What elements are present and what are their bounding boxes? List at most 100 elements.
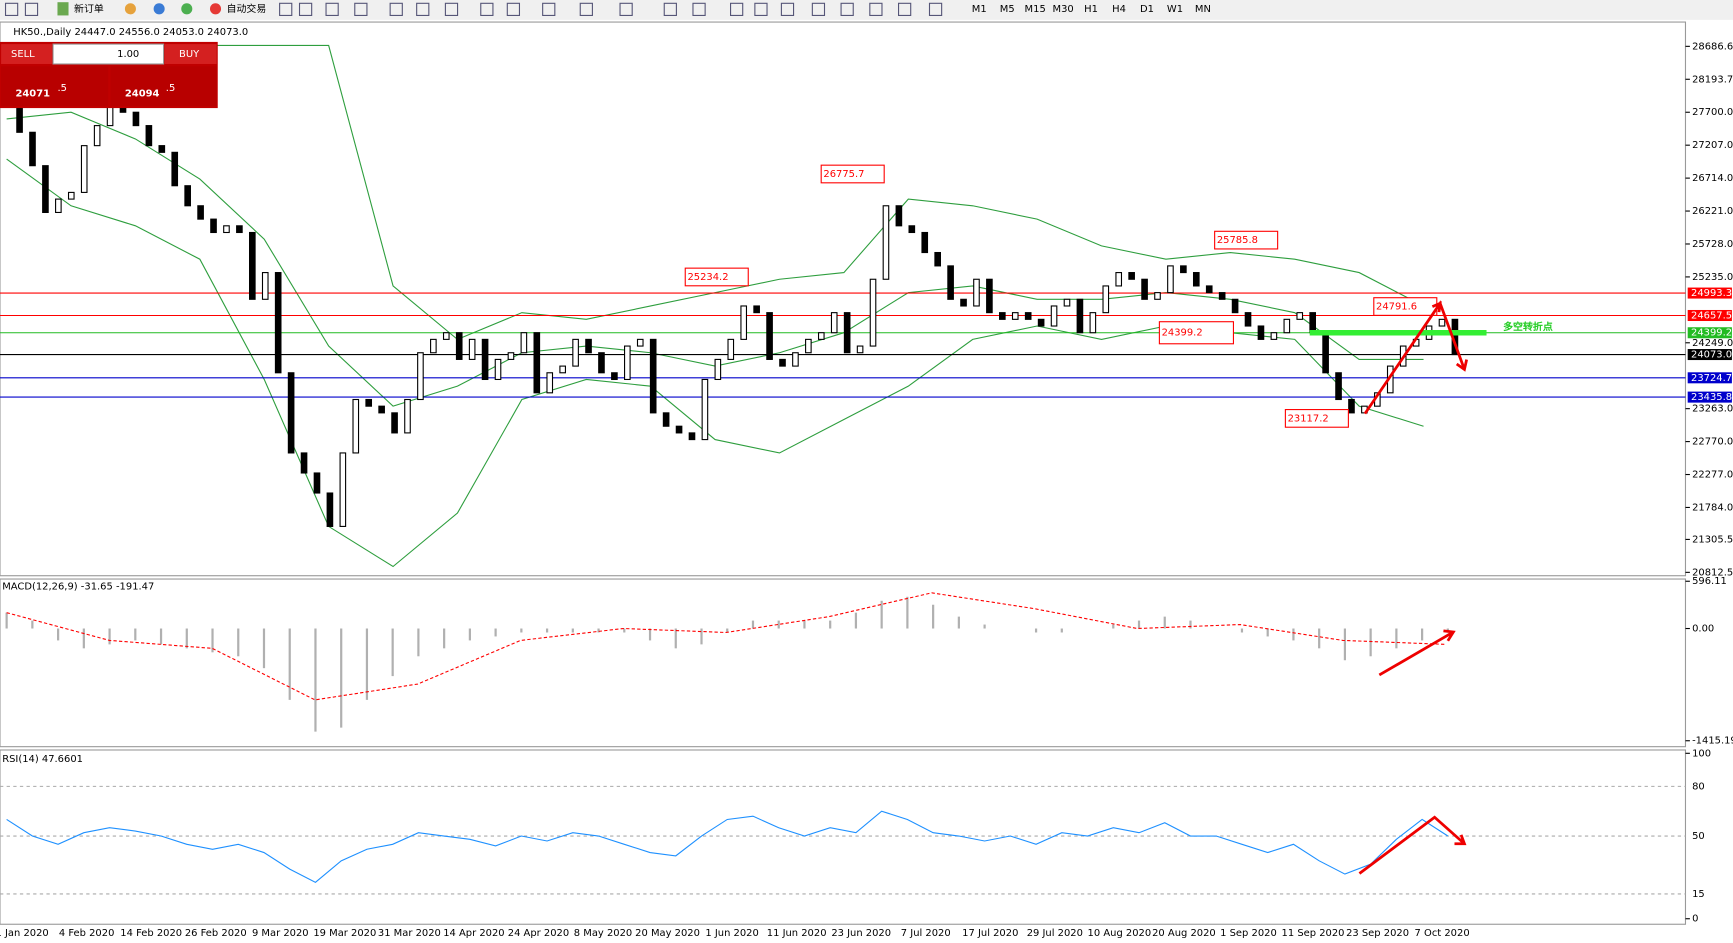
tool-icon[interactable] (730, 2, 744, 16)
tool-icon[interactable] (579, 2, 593, 16)
candle (999, 312, 1006, 320)
tool-icon[interactable] (444, 2, 459, 16)
candle (1270, 332, 1278, 340)
price-annotation-box (1284, 409, 1349, 428)
trend-arrow (1378, 629, 1456, 677)
x-tick-label: 26 Feb 2020 (185, 928, 247, 939)
candle (675, 425, 683, 434)
toolbar-icon[interactable] (153, 3, 165, 15)
tool-icon[interactable] (928, 2, 943, 16)
candle (753, 305, 760, 314)
tool-icon[interactable] (542, 2, 556, 16)
tool-icon[interactable] (389, 2, 403, 16)
level-badge (1687, 349, 1732, 361)
y-tick-label: 27207.0 (1692, 140, 1733, 151)
tool-icon[interactable] (416, 2, 430, 16)
y-tick-label: 596.11 (1692, 576, 1727, 587)
y-tick-label: 28686.6 (1692, 41, 1733, 52)
buy-price-box[interactable] (110, 66, 217, 106)
x-tick-label: 11 Sep 2020 (1282, 928, 1345, 939)
candle (559, 365, 566, 374)
volume-input[interactable] (52, 43, 165, 65)
tool-icon[interactable] (4, 2, 19, 16)
toolbar (0, 0, 1733, 20)
price-annotation-box (1214, 230, 1279, 250)
auto-trading-button[interactable]: 自动交易 (227, 2, 267, 15)
timeframe-button[interactable]: MN (1195, 4, 1211, 15)
candle (287, 372, 295, 454)
tool-icon[interactable] (298, 2, 313, 16)
toolbar-icon[interactable] (124, 3, 136, 15)
x-tick-label: 20 May 2020 (635, 928, 700, 939)
candle (1063, 298, 1071, 307)
tool-icon[interactable] (354, 2, 368, 16)
tool-icon[interactable] (780, 2, 795, 16)
chart-title: HK50.,Daily 24447.0 24556.0 24053.0 2407… (13, 27, 248, 38)
candle (171, 151, 179, 187)
candle (481, 338, 489, 381)
tool-icon[interactable] (869, 2, 883, 16)
candle (1089, 312, 1097, 334)
price-panel (0, 21, 1687, 577)
tool-icon[interactable] (840, 2, 854, 16)
candle (1335, 372, 1342, 401)
candle (1115, 272, 1123, 287)
tool-icon[interactable] (24, 2, 39, 16)
candle (727, 338, 735, 360)
timeframe-button[interactable]: H4 (1112, 4, 1126, 15)
candle (779, 358, 786, 367)
timeframe-button[interactable]: D1 (1140, 4, 1154, 15)
timeframe-button[interactable]: H1 (1084, 4, 1098, 15)
tool-icon[interactable] (480, 2, 494, 16)
tool-icon[interactable] (692, 2, 706, 16)
tool-icon[interactable] (279, 2, 293, 16)
x-tick-label: 31 Mar 2020 (378, 928, 441, 939)
sell-label[interactable]: SELL (11, 49, 35, 60)
price-annotation: 25785.8 (1217, 235, 1258, 246)
timeframe-button[interactable]: M30 (1053, 4, 1074, 15)
timeframe-button[interactable]: M1 (972, 4, 987, 15)
timeframe-button[interactable]: M15 (1025, 4, 1046, 15)
x-tick-label: 4 Feb 2020 (59, 928, 114, 939)
tool-icon[interactable] (619, 2, 633, 16)
candle (585, 338, 592, 354)
volume-value[interactable]: 1.00 (117, 49, 139, 60)
tool-icon[interactable] (506, 2, 521, 16)
x-tick-label: 29 Jul 2020 (1027, 928, 1083, 939)
drawing-tools (4, 2, 943, 16)
sell-button[interactable] (1, 44, 52, 64)
candle (572, 338, 579, 367)
candle (611, 372, 618, 381)
tool-icon[interactable] (897, 2, 912, 16)
x-tick-label: 7 Jul 2020 (901, 928, 951, 939)
tool-icon[interactable] (325, 2, 339, 16)
sell-price-box[interactable] (1, 66, 109, 106)
candle (624, 345, 631, 381)
candle (1024, 312, 1032, 320)
candle (1218, 292, 1226, 300)
x-tick-label: 19 Mar 2020 (313, 928, 376, 939)
candle (1011, 312, 1019, 320)
new-order-icon[interactable] (57, 2, 69, 16)
candle (662, 412, 670, 427)
x-tick-label: 11 Jun 2020 (767, 928, 827, 939)
tool-icon[interactable] (754, 2, 768, 16)
price-annotation-box (684, 267, 749, 287)
timeframe-button[interactable]: W1 (1167, 4, 1183, 15)
level-label: 23724.7 (1691, 373, 1732, 384)
toolbar-icon[interactable] (181, 3, 193, 15)
candle (1128, 272, 1135, 280)
tool-icon[interactable] (663, 2, 677, 16)
buy-label[interactable]: BUY (179, 49, 200, 60)
candle (42, 165, 49, 214)
new-order-button[interactable]: 新订单 (74, 2, 104, 15)
candle (494, 358, 502, 381)
tool-icon[interactable] (811, 2, 826, 16)
candle (352, 398, 360, 454)
auto-trading-icon[interactable] (209, 3, 222, 15)
timeframe-button[interactable]: M5 (1000, 4, 1015, 15)
macd-signal (6, 592, 1446, 701)
buy-button[interactable] (164, 44, 217, 64)
x-tick-label: 1 Jun 2020 (705, 928, 758, 939)
level-label: 24993.3 (1691, 288, 1732, 299)
